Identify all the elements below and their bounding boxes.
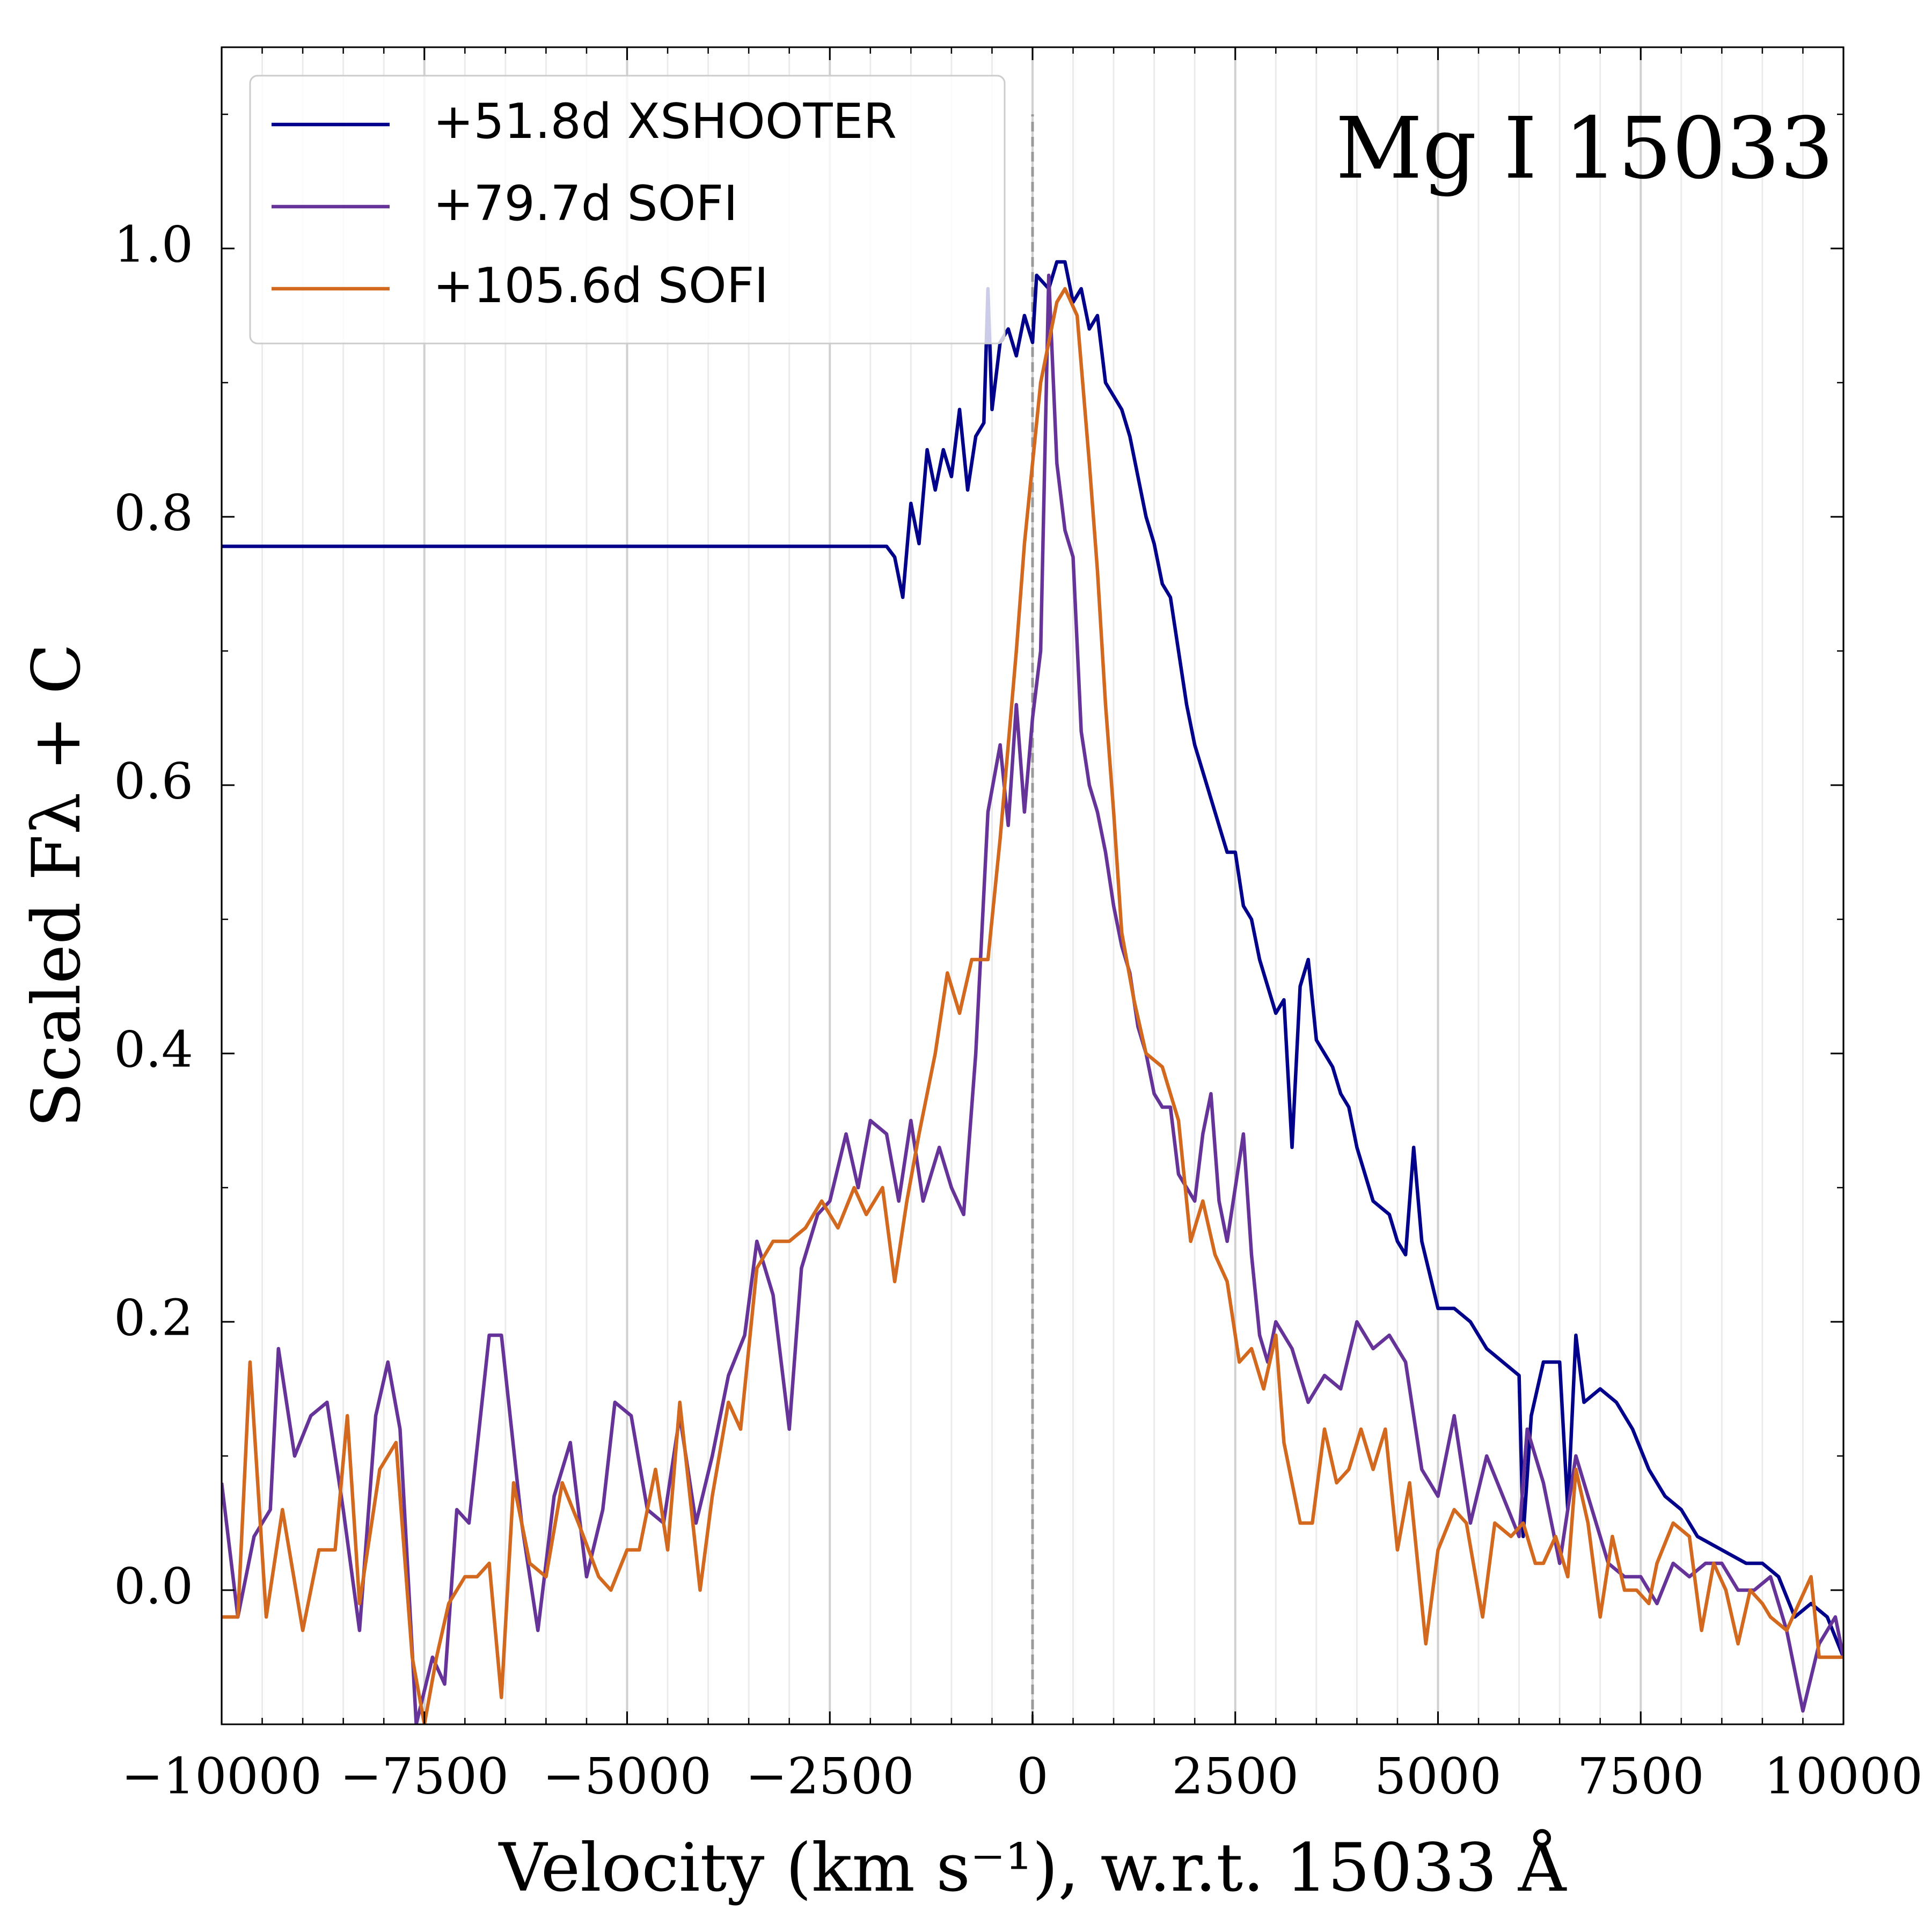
y-tick-label: 0.2 [114,1289,193,1346]
y-tick-label: 0.4 [114,1020,193,1078]
series-line [222,287,1843,1724]
x-tick-label: −10000 [121,1747,322,1805]
x-tick-label: 10000 [1764,1747,1923,1805]
legend-label: +51.8d XSHOOTER [433,93,897,150]
axes: −10000 −7500 −5000 −2500 0 2500 5000 7500 10000 0… [114,46,1923,1805]
x-tick-label: −2500 [745,1747,914,1805]
x-tick-label: 7500 [1577,1747,1704,1805]
x-tick-label: −7500 [340,1747,509,1805]
x-tick-label: 2500 [1172,1747,1299,1805]
plot-frame [221,46,1845,1725]
legend-box [249,75,1006,345]
x-axis-label: Velocity (km s⁻¹), w.r.t. 15033 Å [498,1829,1567,1907]
x-tick-label: 0 [1016,1747,1048,1805]
y-tick-label: 1.0 [114,215,193,273]
series-line [222,273,1843,1724]
annotation: Mg I 15033 [1336,99,1834,198]
lines [222,114,1843,1724]
y-axis-label: Scaled Fλ + C [18,643,96,1128]
x-tick-label: −5000 [543,1747,712,1805]
series-line [222,260,1843,1658]
legend-label: +79.7d SOFI [433,175,738,232]
y-tick-label: 0.6 [114,752,193,810]
x-tick-label: 5000 [1374,1747,1502,1805]
y-tick-label: 0.0 [114,1557,193,1615]
y-tick-label: 0.8 [114,484,193,541]
legend: +51.8d XSHOOTER +79.7d SOFI +105.6d SOFI [249,75,1006,345]
legend-label: +105.6d SOFI [433,258,769,314]
